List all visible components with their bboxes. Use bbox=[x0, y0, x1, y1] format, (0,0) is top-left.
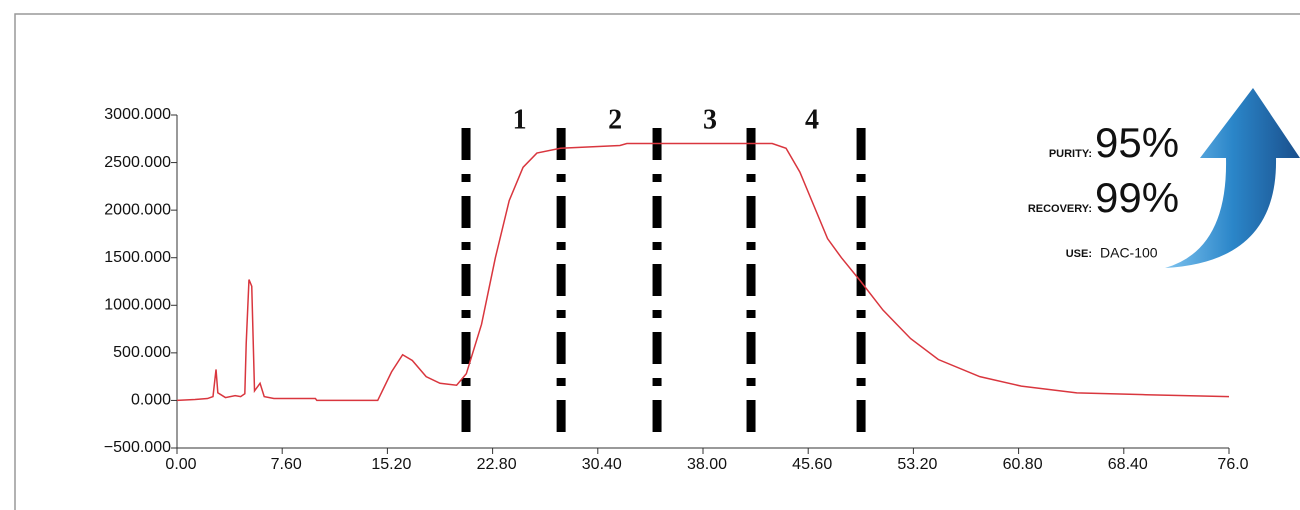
y-tick-label: 2500.000 bbox=[104, 154, 171, 171]
data-line bbox=[176, 142, 1230, 402]
annotation-value: DAC-100 bbox=[1100, 245, 1158, 261]
y-tick-label: 500.000 bbox=[113, 344, 171, 361]
y-tick-label: −500.000 bbox=[104, 439, 171, 456]
region-label: 2 bbox=[608, 104, 622, 135]
x-tick-label: 30.40 bbox=[582, 456, 622, 473]
x-tick-label: 53.20 bbox=[897, 456, 937, 473]
annotation-value-large: 99% bbox=[1095, 174, 1179, 221]
y-tick-label: 0.000 bbox=[131, 392, 171, 409]
x-tick-label: 60.80 bbox=[1003, 456, 1043, 473]
y-tick-label: 2000.000 bbox=[104, 201, 171, 218]
x-tick-label: 0.00 bbox=[165, 456, 196, 473]
y-tick-label: 1500.000 bbox=[104, 249, 171, 266]
x-tick-label: 22.80 bbox=[477, 456, 517, 473]
x-tick-label: 76.0 bbox=[1217, 456, 1248, 473]
x-tick-label: 15.20 bbox=[371, 456, 411, 473]
x-tick-label: 7.60 bbox=[271, 456, 302, 473]
annotation-value-large: 95% bbox=[1095, 119, 1179, 166]
x-tick-label: 68.40 bbox=[1108, 456, 1148, 473]
region-label: 4 bbox=[805, 104, 819, 135]
annotation-key: PURITY: bbox=[1049, 148, 1092, 160]
up-arrow bbox=[1165, 88, 1300, 268]
annotation-key: USE: bbox=[1066, 248, 1092, 260]
x-tick-label: 45.60 bbox=[792, 456, 832, 473]
annotation-key: RECOVERY: bbox=[1028, 203, 1092, 215]
region-label: 3 bbox=[703, 104, 717, 135]
x-tick-label: 38.00 bbox=[687, 456, 727, 473]
y-tick-label: 3000.000 bbox=[104, 106, 171, 123]
frame bbox=[14, 13, 1300, 510]
y-tick-label: 1000.000 bbox=[104, 297, 171, 314]
region-label: 1 bbox=[513, 104, 527, 135]
